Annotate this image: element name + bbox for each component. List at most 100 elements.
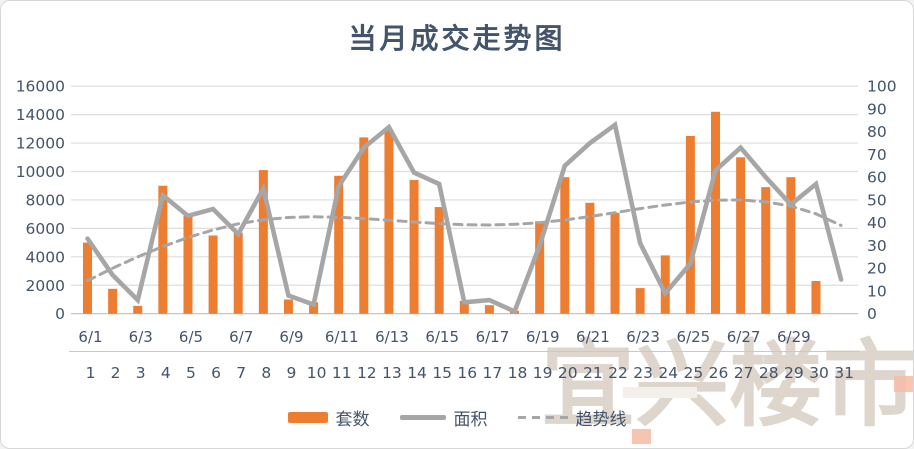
bar-day-28	[761, 187, 771, 314]
svg-text:1: 1	[86, 364, 96, 382]
legend-label-units: 套数	[335, 410, 370, 430]
svg-text:30: 30	[809, 364, 829, 382]
svg-text:2: 2	[111, 364, 121, 382]
dashed-line-swatch-icon	[517, 416, 568, 419]
svg-text:6/1: 6/1	[78, 328, 102, 346]
bar-day-14	[409, 180, 419, 314]
category-day-labels: 1 2 3 4 5 6 7 8 9 10 11 12 13 14 15 16 17 18 19 20 21 22 23 24 2…	[86, 364, 854, 382]
svg-text:25: 25	[684, 364, 704, 382]
svg-text:15: 15	[432, 364, 452, 382]
svg-text:60: 60	[867, 169, 887, 187]
svg-text:4000: 4000	[26, 248, 65, 266]
bar-day-25	[685, 135, 695, 314]
svg-text:6/9: 6/9	[279, 328, 303, 346]
svg-text:6/25: 6/25	[677, 328, 711, 346]
svg-text:50: 50	[867, 191, 887, 209]
bar-day-1	[83, 242, 92, 314]
svg-text:6/19: 6/19	[526, 328, 560, 346]
svg-text:29: 29	[784, 364, 804, 382]
bar-day-13	[384, 130, 394, 314]
bar-day-29	[786, 177, 796, 314]
bar-day-5	[183, 215, 193, 314]
bar-day-16	[459, 300, 469, 314]
bar-day-20	[560, 177, 570, 314]
svg-text:17: 17	[483, 364, 503, 382]
svg-text:6/29: 6/29	[777, 328, 811, 346]
bar-day-8	[258, 170, 268, 314]
svg-text:31: 31	[834, 364, 854, 382]
svg-text:20: 20	[558, 364, 578, 382]
svg-text:19: 19	[533, 364, 553, 382]
svg-text:6000: 6000	[26, 220, 65, 238]
legend-label-trend: 趋势线	[575, 410, 627, 430]
svg-text:18: 18	[508, 364, 528, 382]
svg-text:6: 6	[211, 364, 221, 382]
svg-text:22: 22	[608, 364, 628, 382]
svg-text:20: 20	[867, 260, 887, 278]
svg-text:6/21: 6/21	[576, 328, 610, 346]
line-swatch-icon	[399, 415, 446, 420]
svg-text:26: 26	[709, 364, 729, 382]
svg-text:6/27: 6/27	[727, 328, 761, 346]
svg-text:6/13: 6/13	[375, 328, 409, 346]
svg-text:10: 10	[867, 282, 887, 300]
gridlines	[71, 85, 858, 315]
svg-text:28: 28	[759, 364, 779, 382]
svg-text:9: 9	[287, 364, 297, 382]
svg-text:10: 10	[307, 364, 327, 382]
bar-day-21	[585, 202, 595, 314]
svg-text:7: 7	[236, 364, 246, 382]
svg-text:10000: 10000	[16, 163, 65, 181]
svg-text:12000: 12000	[16, 135, 65, 153]
category-date-labels: 6/1 6/3 6/5 6/7 6/9 6/11 6/13 6/15 6/17 6/19 6/21 6…	[78, 328, 810, 346]
legend-item-units: 套数	[287, 405, 370, 430]
svg-text:3: 3	[136, 364, 146, 382]
svg-text:27: 27	[734, 364, 754, 382]
svg-text:12: 12	[357, 364, 377, 382]
bar-swatch-icon	[287, 412, 328, 423]
svg-text:90: 90	[867, 100, 887, 118]
bar-day-15	[434, 207, 444, 314]
bar-day-6	[208, 235, 218, 314]
bar-day-3	[133, 305, 143, 314]
bar-day-23	[635, 288, 645, 314]
svg-text:2000: 2000	[26, 277, 65, 295]
area-line-series	[85, 120, 844, 315]
svg-text:30: 30	[867, 237, 887, 255]
svg-text:6/5: 6/5	[179, 328, 203, 346]
legend-label-area: 面积	[453, 410, 488, 430]
bar-day-4	[158, 185, 168, 314]
svg-text:23: 23	[633, 364, 653, 382]
svg-text:100: 100	[867, 78, 897, 96]
svg-text:0: 0	[867, 305, 877, 323]
bar-day-30	[811, 280, 821, 314]
chart-title: 当月成交走势图	[348, 22, 566, 55]
bar-day-24	[660, 255, 670, 314]
svg-text:24: 24	[658, 364, 678, 382]
svg-text:6/17: 6/17	[476, 328, 510, 346]
bar-day-7	[233, 232, 243, 314]
bar-day-10	[309, 302, 319, 314]
svg-text:6/23: 6/23	[626, 328, 660, 346]
bar-day-12	[359, 137, 369, 314]
svg-text:16000: 16000	[16, 78, 65, 96]
bar-day-11	[334, 175, 344, 314]
right-axis-labels: 0 10 20 30 40 50 60 70 80 90 100	[867, 78, 897, 324]
bar-day-27	[736, 157, 746, 314]
svg-text:40: 40	[867, 214, 887, 232]
bar-series-units	[83, 111, 821, 314]
legend-item-area: 面积	[399, 405, 488, 430]
bar-day-19	[535, 221, 545, 314]
svg-text:21: 21	[583, 364, 603, 382]
svg-text:13: 13	[382, 364, 402, 382]
svg-text:8: 8	[261, 364, 271, 382]
svg-text:14: 14	[407, 364, 427, 382]
svg-text:4: 4	[161, 364, 171, 382]
bar-day-22	[610, 212, 620, 314]
svg-text:6/11: 6/11	[325, 328, 359, 346]
svg-text:6/15: 6/15	[425, 328, 459, 346]
left-axis-labels: 0 2000 4000 6000 8000 10000 12000 14000 16000	[16, 78, 65, 324]
bar-day-2	[108, 288, 118, 314]
